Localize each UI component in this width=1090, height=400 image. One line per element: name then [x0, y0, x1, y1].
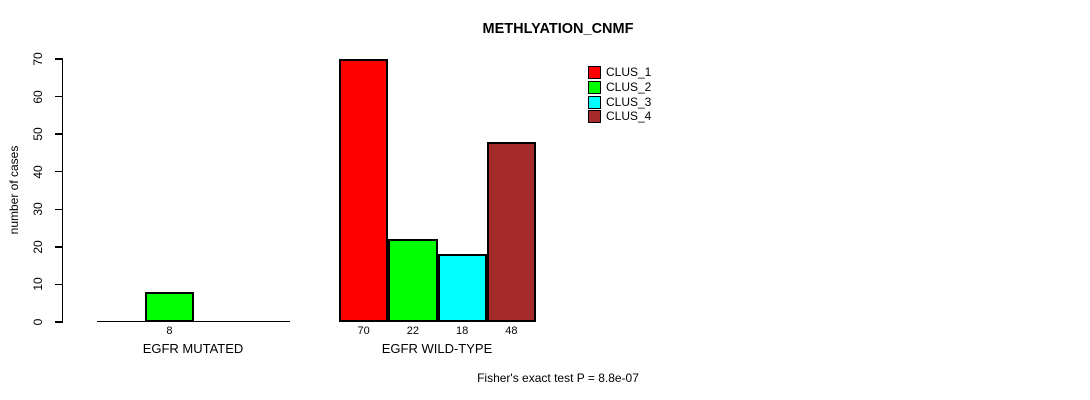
- y-tick-label: 30: [31, 202, 45, 216]
- y-tick-mark: [55, 133, 62, 135]
- x-axis-baseline: [97, 320, 290, 323]
- bar-value-label: 22: [406, 325, 419, 337]
- legend-label-clus_2: CLUS_2: [606, 79, 652, 94]
- y-tick-label: 40: [31, 165, 45, 179]
- y-tick-mark: [55, 208, 62, 211]
- y-tick-mark: [55, 95, 62, 98]
- y-tick-label: 70: [31, 52, 45, 66]
- y-axis-label: number of cases: [7, 145, 21, 235]
- bar-value-label: 48: [505, 325, 518, 337]
- y-tick-label: 60: [31, 89, 45, 104]
- bar-value-label: 8: [166, 325, 173, 337]
- legend-swatch-clus_1: [588, 66, 601, 79]
- legend-swatch-clus_4: [588, 110, 601, 124]
- legend-swatch-clus_3: [588, 95, 601, 109]
- legend-swatch-clus_2: [588, 80, 601, 94]
- bar-egfr-wild-type-clus_1: [339, 59, 389, 322]
- y-tick-label: 10: [31, 277, 45, 292]
- y-tick-label: 0: [31, 318, 45, 326]
- legend-label-clus_3: CLUS_3: [606, 94, 652, 109]
- bar-egfr-wild-type-clus_3: [437, 254, 487, 322]
- legend-label-clus_4: CLUS_4: [606, 109, 652, 124]
- y-axis-line: [61, 58, 63, 323]
- chart-title: METHLYATION_CNMF: [482, 21, 634, 37]
- y-tick-mark: [55, 58, 62, 60]
- annotation-fisher-test: Fisher's exact test P = 8.8e-07: [477, 371, 639, 385]
- y-tick-mark: [55, 321, 62, 323]
- y-tick-mark: [55, 246, 62, 248]
- legend-label-clus_1: CLUS_1: [606, 65, 652, 79]
- bar-egfr-wild-type-clus_2: [388, 239, 438, 322]
- bar-egfr-mutated-clus_2: [145, 291, 194, 322]
- y-tick-label: 20: [31, 240, 45, 254]
- x-group-label-egfr-wild-type: EGFR WILD-TYPE: [381, 341, 493, 356]
- y-tick-mark: [55, 170, 62, 173]
- y-tick-label: 50: [31, 127, 45, 141]
- bar-egfr-wild-type-clus_4: [486, 141, 536, 322]
- y-tick-mark: [55, 283, 62, 286]
- bar-value-label: 70: [357, 325, 370, 337]
- x-group-label-egfr-mutated: EGFR MUTATED: [142, 341, 244, 356]
- bar-value-label: 18: [456, 325, 469, 337]
